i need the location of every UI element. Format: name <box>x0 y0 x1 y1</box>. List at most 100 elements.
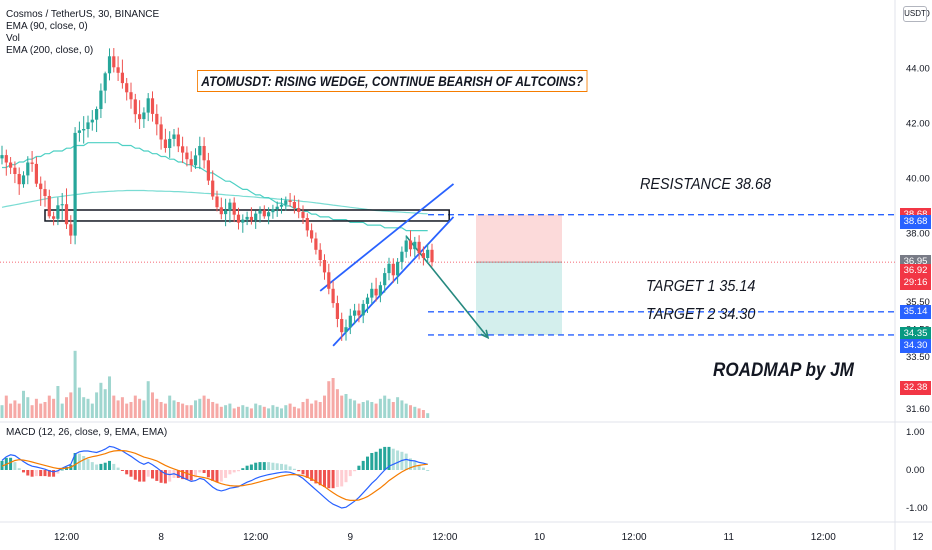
price-tick-label: 42.00 <box>906 119 930 130</box>
candle-body <box>391 263 395 276</box>
volume-bar <box>52 398 56 418</box>
volume-bar <box>198 398 202 418</box>
candle-body <box>215 196 219 208</box>
macd-histogram-bar <box>280 463 283 470</box>
volume-bar <box>219 406 223 418</box>
volume-bar <box>340 395 344 418</box>
volume-bar <box>146 381 150 418</box>
volume-bar <box>370 402 374 418</box>
candle-body <box>112 56 116 68</box>
volume-bar <box>108 376 111 418</box>
macd-histogram-bar <box>17 468 21 470</box>
volume-bar <box>30 405 34 418</box>
macd-histogram-bar <box>262 462 266 470</box>
volume-bar <box>211 402 215 418</box>
macd-line <box>1 445 428 509</box>
volume-bar <box>163 403 167 418</box>
macd-histogram-bar <box>237 470 240 472</box>
wedge-upper-line <box>319 183 455 292</box>
candle-body <box>357 310 361 316</box>
volume-bar <box>305 398 309 418</box>
price-tick-label: 35.50 <box>906 297 930 308</box>
volume-bar <box>86 398 90 418</box>
volume-bar <box>267 408 271 418</box>
macd-histogram-bar <box>120 470 124 471</box>
candle-body <box>249 216 253 221</box>
candle-body <box>224 210 228 215</box>
macd-histogram-bar <box>228 470 232 475</box>
macd-histogram-bar <box>206 470 210 478</box>
macd-histogram-bar <box>47 470 51 477</box>
macd-histogram-bar <box>56 470 60 474</box>
macd-histogram-bar <box>370 453 374 470</box>
price-tick-label: 40.00 <box>906 173 930 184</box>
macd-tick-label: 0.00 <box>906 465 925 476</box>
volume-bar <box>155 398 159 418</box>
candle-body <box>301 211 305 218</box>
macd-histogram-bar <box>271 462 275 470</box>
volume-bar <box>314 400 318 418</box>
currency-badge[interactable]: USDT <box>903 6 927 22</box>
macd-histogram-bar <box>176 470 180 478</box>
macd-histogram-bar <box>245 465 249 470</box>
candle-body <box>9 162 13 168</box>
macd-histogram-bar <box>151 470 154 479</box>
volume-bar <box>60 403 64 418</box>
volume-bar <box>133 395 137 418</box>
candle-body <box>426 249 430 258</box>
target1-label: TARGET 1 35.14 <box>646 278 756 295</box>
macd-histogram-bar <box>163 470 167 484</box>
macd-histogram-bar <box>417 465 421 470</box>
price-tick-label: 38.00 <box>906 228 930 239</box>
time-tick-label: 11 <box>724 532 735 543</box>
volume-bar <box>39 403 43 418</box>
macd-histogram-bar <box>314 470 318 484</box>
candle-body <box>43 189 47 196</box>
macd-histogram-bar <box>0 460 4 470</box>
price-tag: 34.35 <box>900 326 931 341</box>
candle-body <box>258 210 262 214</box>
candle-body <box>396 261 400 276</box>
candle-body <box>90 119 94 123</box>
macd-histogram-bar <box>129 470 133 477</box>
candle-body <box>361 303 365 316</box>
macd-histogram-bar <box>13 462 17 470</box>
candle-body <box>172 134 176 139</box>
macd-histogram-bar <box>185 470 189 480</box>
chart-drawings <box>0 183 895 347</box>
resistance-label: RESISTANCE 38.68 <box>640 176 771 193</box>
macd-histogram-bar <box>292 468 296 470</box>
candle-body <box>318 249 322 260</box>
macd-histogram-bar <box>391 448 395 470</box>
candle-body <box>21 175 26 185</box>
volume-bar <box>374 403 378 418</box>
macd-histogram-bar <box>159 470 163 483</box>
volume-bar <box>73 350 77 418</box>
price-tag: 32.38 <box>900 380 931 395</box>
candle-body <box>99 90 103 109</box>
time-tick-label: 12:00 <box>622 532 647 543</box>
candle-body <box>107 56 112 74</box>
candle-body <box>168 138 172 148</box>
risk-box <box>476 214 562 263</box>
candle-body <box>374 288 378 296</box>
volume-bar <box>95 392 99 418</box>
candle-body <box>245 216 249 220</box>
candle-body <box>17 174 21 185</box>
candle-body <box>344 327 348 333</box>
candle-body <box>370 288 374 298</box>
volume-bar <box>13 400 17 418</box>
macd-histogram-bar <box>138 470 142 482</box>
volume-bar <box>65 397 68 418</box>
volume-bar <box>34 398 38 418</box>
macd-histogram-bar <box>323 470 326 487</box>
volume-bar <box>237 406 240 418</box>
macd-histogram-bar <box>219 470 223 482</box>
volume-bar <box>361 402 365 418</box>
volume-bar <box>396 397 400 418</box>
macd-histogram-bar <box>86 459 90 470</box>
volume-bars <box>0 350 430 418</box>
macd-histogram-bar <box>22 470 25 473</box>
macd-histogram-bar <box>267 462 271 470</box>
